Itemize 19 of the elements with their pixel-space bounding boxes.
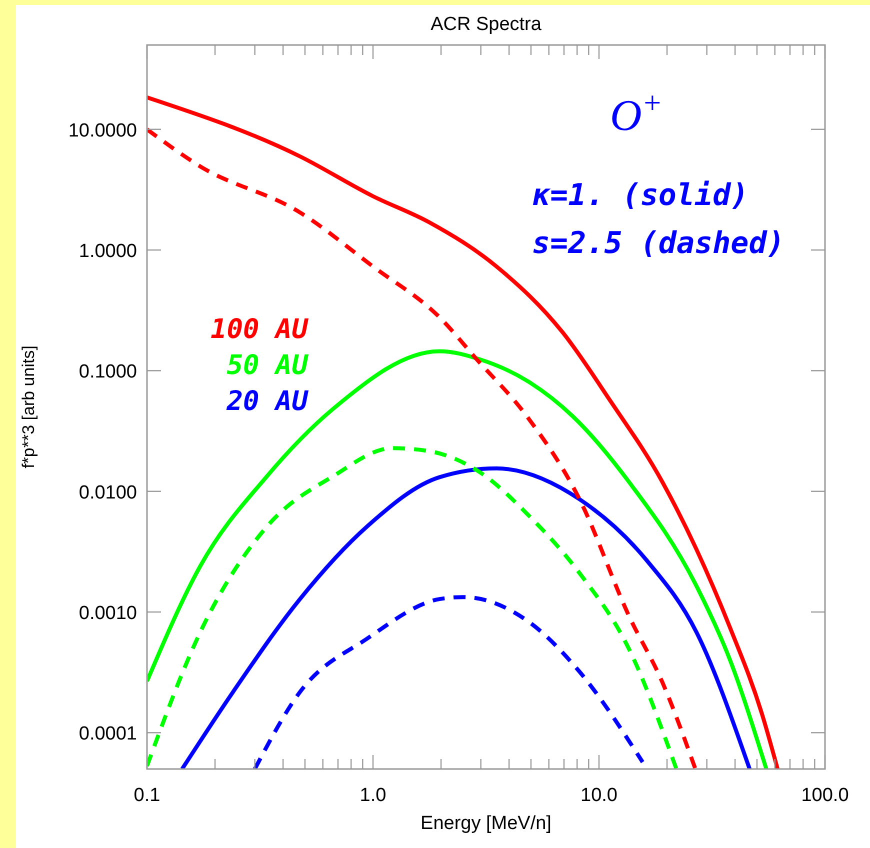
y-tick-label: 0.1000 — [78, 362, 137, 383]
chart-title: ACR Spectra — [430, 14, 542, 35]
y-tick-label: 0.0001 — [78, 724, 137, 745]
annotation: s=2.5 (dashed) — [532, 226, 785, 261]
x-tick-label: 1.0 — [360, 785, 386, 806]
x-tick-label: 10.0 — [580, 785, 618, 806]
x-axis-title: Energy [MeV/n] — [420, 813, 552, 834]
x-tick-label: 100.0 — [801, 785, 849, 806]
y-tick-label: 0.0010 — [78, 603, 137, 624]
y-tick-label: 10.0000 — [68, 120, 137, 142]
x-tick-label: 0.1 — [134, 785, 160, 806]
y-tick-label: 0.0100 — [78, 482, 137, 504]
y-axis-title: f*p**3 [arb units] — [19, 346, 38, 468]
series-label: 50 AU — [226, 350, 309, 381]
y-tick-label: 1.0000 — [78, 241, 137, 262]
annotation: O$^{+}$ — [610, 86, 663, 140]
text: 100 AU — [210, 314, 309, 345]
annotation: κ=1. (solid) — [532, 178, 749, 213]
text: 20 AU — [226, 386, 309, 417]
